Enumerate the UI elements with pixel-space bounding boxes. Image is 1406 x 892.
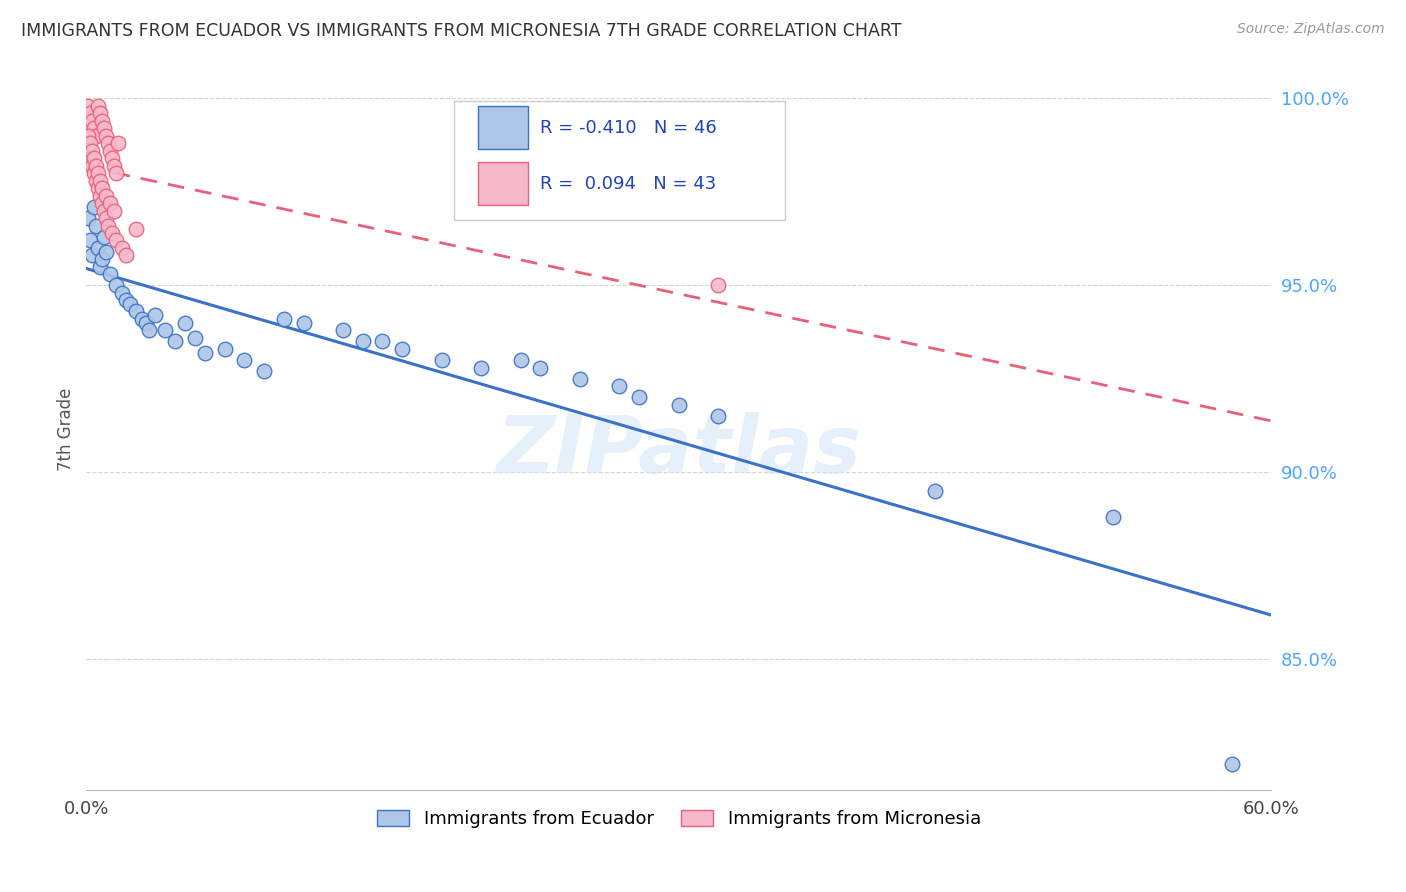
Point bbox=[118, 297, 141, 311]
Point bbox=[84, 219, 107, 233]
Point bbox=[352, 334, 374, 349]
Point bbox=[101, 151, 124, 165]
Point bbox=[77, 211, 100, 225]
Point bbox=[82, 159, 104, 173]
Point bbox=[273, 312, 295, 326]
Point bbox=[104, 166, 127, 180]
Point bbox=[87, 181, 110, 195]
Point bbox=[114, 293, 136, 308]
Point bbox=[430, 353, 453, 368]
Point bbox=[124, 304, 146, 318]
Point bbox=[79, 234, 101, 248]
Text: ZIPatlas: ZIPatlas bbox=[496, 412, 862, 490]
Point bbox=[253, 364, 276, 378]
FancyBboxPatch shape bbox=[478, 162, 529, 205]
Point bbox=[94, 128, 117, 143]
Point bbox=[165, 334, 187, 349]
Point bbox=[609, 379, 631, 393]
FancyBboxPatch shape bbox=[454, 101, 786, 220]
Point bbox=[135, 316, 157, 330]
Point bbox=[87, 166, 110, 180]
Point bbox=[101, 226, 124, 240]
Point bbox=[83, 200, 105, 214]
Point bbox=[124, 222, 146, 236]
Text: R = -0.410   N = 46: R = -0.410 N = 46 bbox=[540, 119, 717, 136]
Text: Source: ZipAtlas.com: Source: ZipAtlas.com bbox=[1237, 22, 1385, 37]
Point bbox=[529, 360, 551, 375]
Point bbox=[111, 241, 134, 255]
Point bbox=[509, 353, 531, 368]
Point bbox=[1102, 510, 1125, 524]
Legend: Immigrants from Ecuador, Immigrants from Micronesia: Immigrants from Ecuador, Immigrants from… bbox=[370, 802, 988, 835]
Point bbox=[233, 353, 256, 368]
Point bbox=[104, 278, 127, 293]
Point bbox=[145, 308, 167, 322]
Point bbox=[89, 188, 111, 202]
Point bbox=[391, 342, 413, 356]
Point bbox=[91, 196, 114, 211]
Point bbox=[568, 372, 591, 386]
Point bbox=[91, 181, 114, 195]
Point bbox=[93, 121, 115, 136]
Point bbox=[371, 334, 394, 349]
Point bbox=[94, 188, 117, 202]
Point bbox=[79, 136, 101, 151]
Point bbox=[94, 244, 117, 259]
FancyBboxPatch shape bbox=[478, 106, 529, 149]
Point bbox=[89, 106, 111, 120]
Point bbox=[131, 312, 153, 326]
Point bbox=[104, 234, 127, 248]
Point bbox=[77, 99, 100, 113]
Point bbox=[91, 113, 114, 128]
Point bbox=[93, 203, 115, 218]
Point bbox=[77, 128, 100, 143]
Point bbox=[82, 144, 104, 158]
Point bbox=[94, 211, 117, 225]
Point bbox=[138, 323, 160, 337]
Point bbox=[87, 241, 110, 255]
Point bbox=[332, 323, 354, 337]
Point bbox=[470, 360, 492, 375]
Point bbox=[628, 391, 651, 405]
Point bbox=[111, 285, 134, 300]
Point bbox=[103, 203, 125, 218]
Point bbox=[1220, 756, 1243, 771]
Point bbox=[194, 345, 217, 359]
Point bbox=[114, 248, 136, 262]
Point bbox=[107, 136, 129, 151]
Point bbox=[79, 106, 101, 120]
Point bbox=[98, 267, 121, 281]
Point bbox=[184, 331, 207, 345]
Point bbox=[103, 159, 125, 173]
Point bbox=[155, 323, 177, 337]
Point bbox=[89, 174, 111, 188]
Point bbox=[98, 196, 121, 211]
Point bbox=[84, 174, 107, 188]
Point bbox=[924, 483, 946, 498]
Point bbox=[83, 166, 105, 180]
Point bbox=[292, 316, 315, 330]
Point bbox=[668, 398, 690, 412]
Point bbox=[79, 151, 101, 165]
Y-axis label: 7th Grade: 7th Grade bbox=[58, 387, 75, 471]
Text: IMMIGRANTS FROM ECUADOR VS IMMIGRANTS FROM MICRONESIA 7TH GRADE CORRELATION CHAR: IMMIGRANTS FROM ECUADOR VS IMMIGRANTS FR… bbox=[21, 22, 901, 40]
Point bbox=[93, 229, 115, 244]
Point bbox=[98, 144, 121, 158]
Point bbox=[707, 278, 730, 293]
Point bbox=[97, 136, 120, 151]
Point bbox=[87, 99, 110, 113]
Point bbox=[707, 409, 730, 424]
Point bbox=[82, 113, 104, 128]
Text: R =  0.094   N = 43: R = 0.094 N = 43 bbox=[540, 175, 716, 193]
Point bbox=[91, 252, 114, 267]
Point bbox=[84, 128, 107, 143]
Point bbox=[84, 159, 107, 173]
Point bbox=[214, 342, 236, 356]
Point bbox=[82, 248, 104, 262]
Point bbox=[89, 260, 111, 274]
Point bbox=[97, 219, 120, 233]
Point bbox=[83, 151, 105, 165]
Point bbox=[83, 121, 105, 136]
Point bbox=[174, 316, 197, 330]
